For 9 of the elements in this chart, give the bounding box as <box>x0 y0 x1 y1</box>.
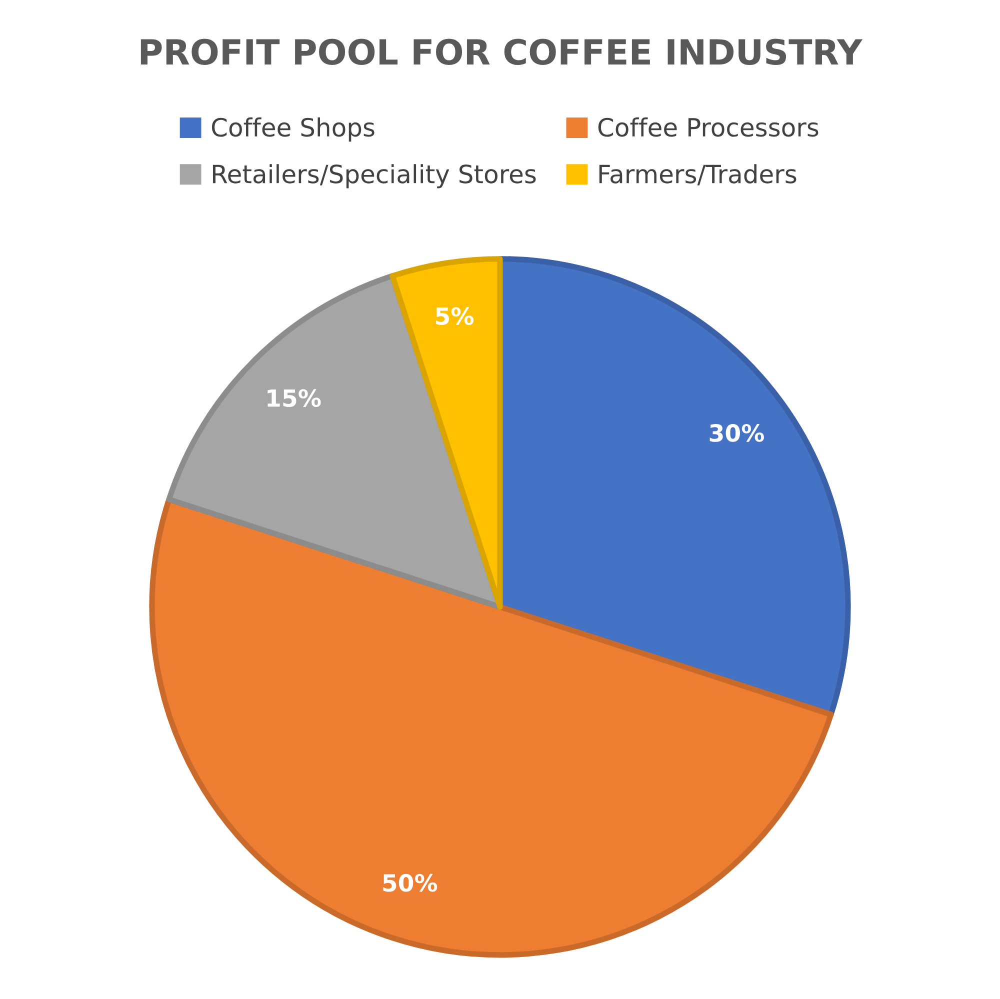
legend-label: Farmers/Traders <box>599 164 796 186</box>
chart-title: PROFIT POOL FOR COFFEE INDUSTRY <box>140 38 863 66</box>
data-label: 50% <box>383 874 438 892</box>
data-label: 5% <box>436 307 474 325</box>
data-label: 15% <box>268 389 321 408</box>
legend-label: Retailers/Speciality Stores <box>213 164 536 188</box>
legend-label: Coffee Shops <box>212 117 374 142</box>
legend-label: Coffee Processors <box>598 117 818 137</box>
data-label: 30% <box>710 424 764 442</box>
